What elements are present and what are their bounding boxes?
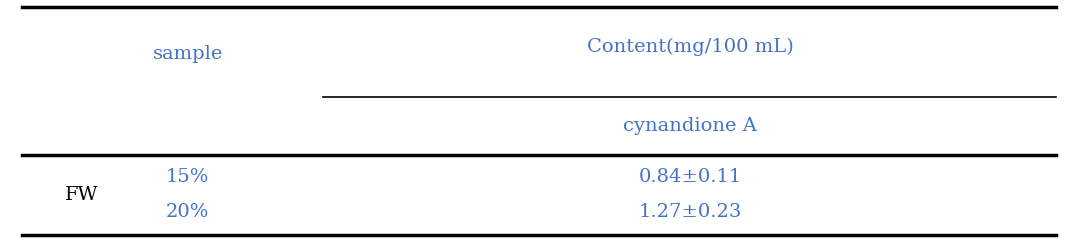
Text: 15%: 15%: [166, 168, 209, 186]
Text: 20%: 20%: [166, 203, 209, 221]
Text: FW: FW: [65, 186, 98, 204]
Text: cynandione A: cynandione A: [623, 117, 757, 135]
Text: 1.27±0.23: 1.27±0.23: [638, 203, 742, 221]
Text: sample: sample: [152, 45, 223, 63]
Text: Content(mg/100 mL): Content(mg/100 mL): [586, 38, 793, 56]
Text: 0.84±0.11: 0.84±0.11: [638, 168, 742, 186]
